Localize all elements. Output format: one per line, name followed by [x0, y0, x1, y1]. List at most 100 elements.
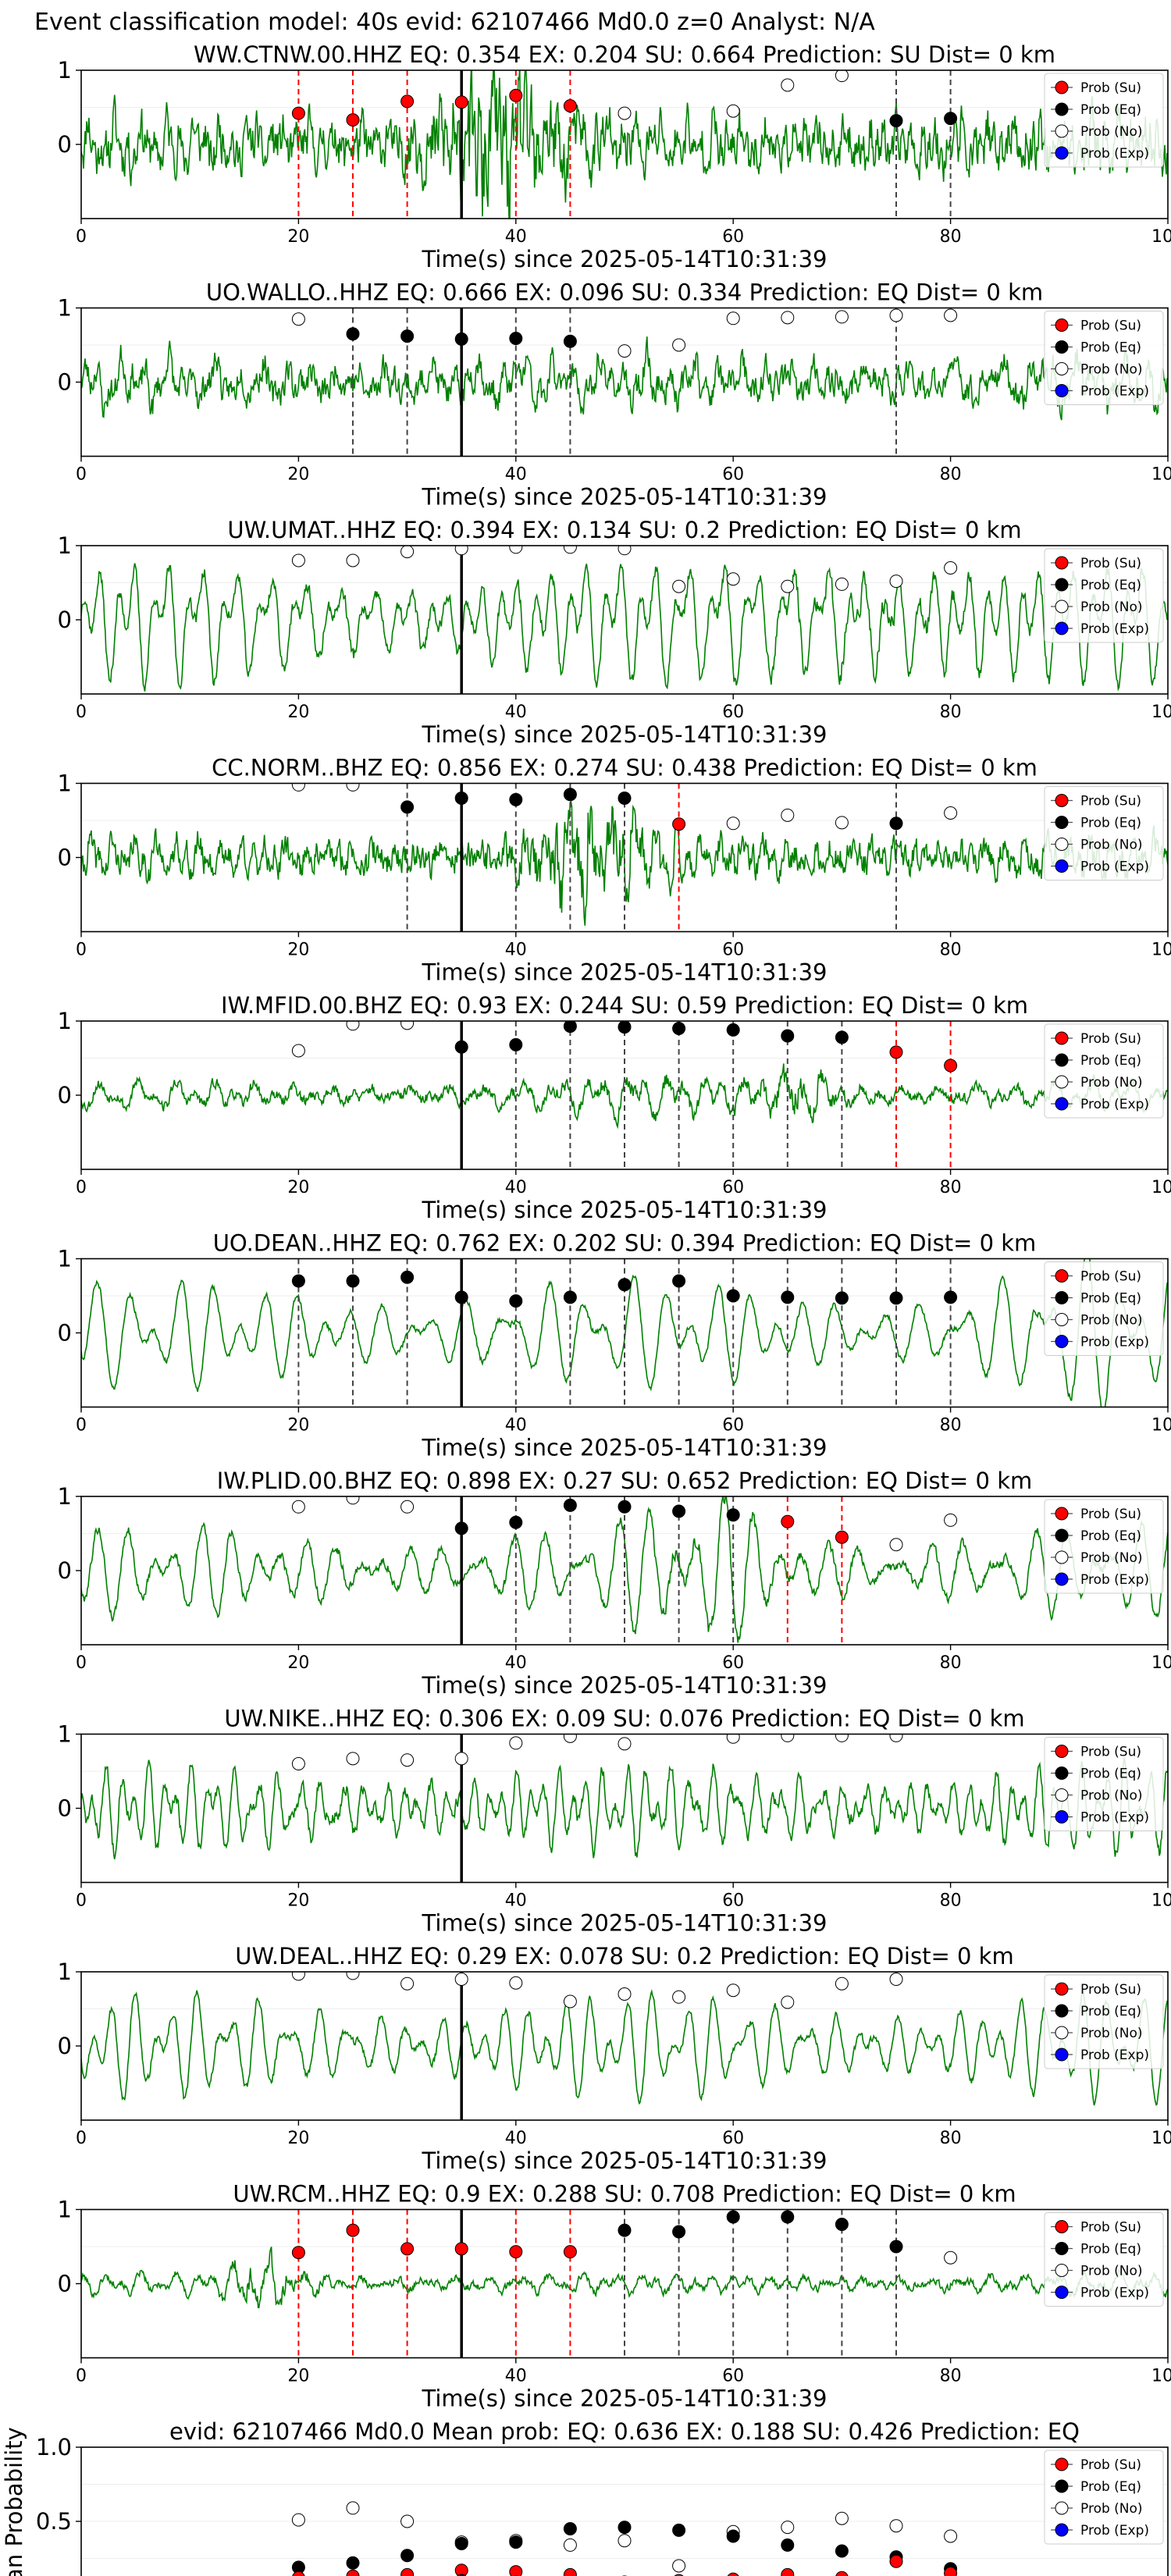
x-tick-label: 40	[505, 1891, 527, 1911]
legend-label-exp: Prob (Exp)	[1080, 1097, 1149, 1112]
prob-point-no	[726, 1734, 740, 1744]
y-tick-label: 0.5	[36, 2508, 72, 2535]
legend-marker-no	[1055, 1788, 1069, 1802]
x-tick-label: 100	[1151, 1653, 1171, 1673]
plot-area	[81, 1258, 1168, 1407]
prob-point-no	[346, 1972, 360, 1980]
panel-6: UO.DEAN..HHZ EQ: 0.762 EX: 0.202 SU: 0.3…	[58, 1230, 1171, 1461]
prob-point-su	[346, 113, 360, 127]
legend-label-eq: Prob (Eq)	[1080, 1528, 1141, 1544]
prob-point-eq	[889, 2240, 903, 2254]
prob-point-eq	[726, 1023, 740, 1037]
x-tick-label: 80	[940, 1178, 962, 1197]
panel-7: IW.PLID.00.BHZ EQ: 0.898 EX: 0.27 SU: 0.…	[58, 1468, 1171, 1699]
x-tick-label: 60	[722, 2367, 744, 2386]
prob-point-eq	[889, 817, 903, 831]
legend-box	[1044, 311, 1164, 405]
prob-point-no	[346, 1021, 360, 1031]
prob-point-eq	[726, 1508, 740, 1522]
prob-point-no	[454, 1752, 468, 1766]
legend-label-exp: Prob (Exp)	[1080, 2048, 1149, 2063]
legend-label-su: Prob (Su)	[1080, 80, 1141, 96]
prob-point-su	[835, 1530, 849, 1544]
legend-marker-exp	[1055, 2048, 1069, 2062]
mean-point-su	[292, 2571, 305, 2576]
legend-label-su: Prob (Su)	[1080, 1745, 1141, 1760]
mean-point-su	[944, 2567, 958, 2576]
prob-point-su	[291, 2246, 305, 2260]
y-tick-label: 0	[58, 2271, 72, 2297]
x-tick-label: 100	[1151, 1178, 1171, 1197]
mean-point-su	[400, 2567, 415, 2576]
y-tick-label: 1	[58, 1721, 72, 1748]
legend-box	[1044, 548, 1164, 643]
panel-title: UO.WALLO..HHZ EQ: 0.666 EX: 0.096 SU: 0.…	[206, 279, 1043, 306]
y-tick-label: 0	[58, 845, 72, 871]
legend-marker-su	[1055, 1269, 1069, 1283]
x-tick-label: 80	[940, 703, 962, 722]
legend-marker-no	[1055, 362, 1069, 375]
legend-marker-exp	[1055, 621, 1069, 635]
prob-point-no	[618, 344, 632, 358]
x-tick-label: 60	[722, 1891, 744, 1911]
prob-point-no	[781, 1734, 795, 1742]
legend-label-su: Prob (Su)	[1080, 2220, 1141, 2236]
prob-point-no	[726, 572, 740, 586]
prob-point-eq	[454, 332, 468, 346]
x-tick-label: 60	[722, 1178, 744, 1197]
legend-marker-exp	[1055, 2523, 1069, 2537]
x-tick-label: 100	[1151, 941, 1171, 960]
x-tick-label: 40	[505, 941, 527, 960]
plot-area	[81, 783, 1168, 932]
y-tick-label: 0	[58, 1557, 72, 1584]
prob-point-eq	[454, 1040, 468, 1054]
y-tick-label: 0	[58, 607, 72, 633]
legend-marker-su	[1055, 2457, 1069, 2471]
x-axis-label: Time(s) since 2025-05-14T10:31:39	[422, 2386, 828, 2412]
plot-area	[81, 1496, 1168, 1645]
prob-point-no	[346, 783, 360, 792]
legend-marker-exp	[1055, 146, 1069, 160]
legend-marker-su	[1055, 794, 1069, 807]
legend-marker-exp	[1055, 1335, 1069, 1348]
legend-label-no: Prob (No)	[1080, 2264, 1143, 2279]
prob-point-no	[618, 1737, 632, 1751]
prob-point-eq	[509, 331, 523, 345]
x-tick-label: 60	[722, 703, 744, 722]
panel-title: UW.UMAT..HHZ EQ: 0.394 EX: 0.134 SU: 0.2…	[227, 517, 1021, 543]
x-axis-label: Time(s) since 2025-05-14T10:31:39	[422, 2147, 828, 2174]
x-tick-label: 80	[940, 941, 962, 960]
x-tick-label: 20	[287, 1416, 309, 1436]
legend-box	[1044, 786, 1164, 881]
mean-point-eq	[346, 2556, 360, 2570]
prob-point-eq	[944, 1290, 958, 1304]
prob-point-eq	[563, 334, 577, 348]
prob-point-no	[509, 1736, 523, 1750]
legend-marker-exp	[1055, 859, 1069, 873]
prob-point-eq	[726, 1289, 740, 1303]
prob-point-eq	[400, 800, 415, 814]
prob-point-no	[889, 1538, 903, 1552]
panel-title: UW.NIKE..HHZ EQ: 0.306 EX: 0.09 SU: 0.07…	[224, 1706, 1024, 1732]
prob-point-eq	[618, 1278, 632, 1292]
prob-point-no	[835, 1976, 849, 1991]
legend-label-su: Prob (Su)	[1080, 556, 1141, 571]
prob-point-su	[346, 2223, 360, 2237]
prob-point-su	[400, 94, 415, 109]
x-tick-label: 0	[76, 703, 87, 722]
prob-point-no	[672, 579, 686, 593]
x-tick-label: 60	[722, 465, 744, 485]
legend-box	[1044, 2450, 1164, 2545]
x-axis-label: Time(s) since 2025-05-14T10:31:39	[422, 959, 828, 986]
legend-label-su: Prob (Su)	[1080, 1982, 1141, 1998]
x-tick-label: 80	[940, 227, 962, 247]
legend-box	[1044, 1974, 1164, 2069]
x-tick-label: 0	[76, 1178, 87, 1197]
x-tick-label: 80	[940, 465, 962, 485]
legend-label-no: Prob (No)	[1080, 1313, 1143, 1329]
prob-point-no	[291, 1757, 305, 1770]
x-tick-label: 80	[940, 1416, 962, 1436]
prob-point-eq	[454, 1290, 468, 1304]
prob-point-no	[400, 1753, 415, 1767]
legend-marker-exp	[1055, 1097, 1069, 1111]
